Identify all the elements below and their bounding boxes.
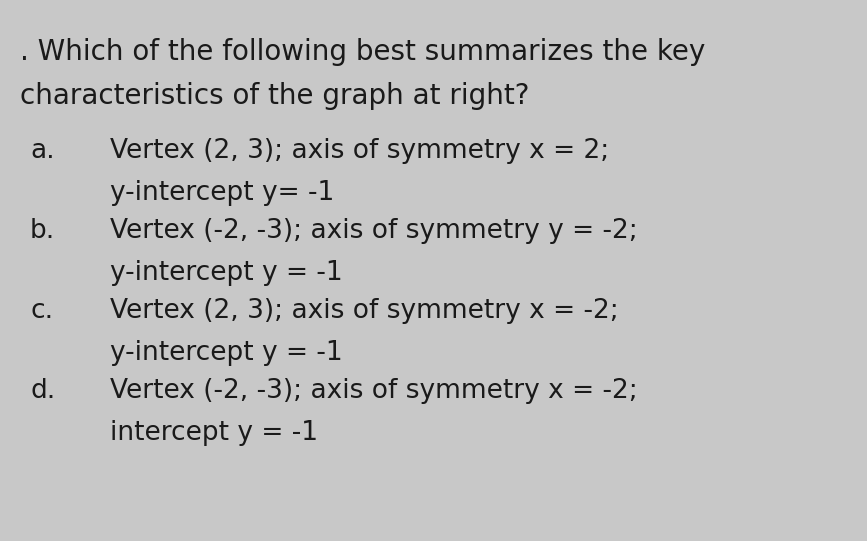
- Text: a.: a.: [30, 138, 55, 164]
- Text: y-intercept y = -1: y-intercept y = -1: [110, 340, 342, 366]
- Text: y-intercept y = -1: y-intercept y = -1: [110, 260, 342, 286]
- Text: . Which of the following best summarizes the key: . Which of the following best summarizes…: [20, 38, 705, 66]
- Text: intercept y = -1: intercept y = -1: [110, 420, 318, 446]
- Text: d.: d.: [30, 378, 55, 404]
- Text: b.: b.: [30, 218, 55, 244]
- Text: Vertex (-2, -3); axis of symmetry y = -2;: Vertex (-2, -3); axis of symmetry y = -2…: [110, 218, 638, 244]
- Text: y-intercept y= -1: y-intercept y= -1: [110, 180, 335, 206]
- Text: Vertex (2, 3); axis of symmetry x = -2;: Vertex (2, 3); axis of symmetry x = -2;: [110, 298, 619, 324]
- Text: Vertex (-2, -3); axis of symmetry x = -2;: Vertex (-2, -3); axis of symmetry x = -2…: [110, 378, 638, 404]
- Text: characteristics of the graph at right?: characteristics of the graph at right?: [20, 82, 530, 110]
- Text: c.: c.: [30, 298, 53, 324]
- Text: Vertex (2, 3); axis of symmetry x = 2;: Vertex (2, 3); axis of symmetry x = 2;: [110, 138, 610, 164]
